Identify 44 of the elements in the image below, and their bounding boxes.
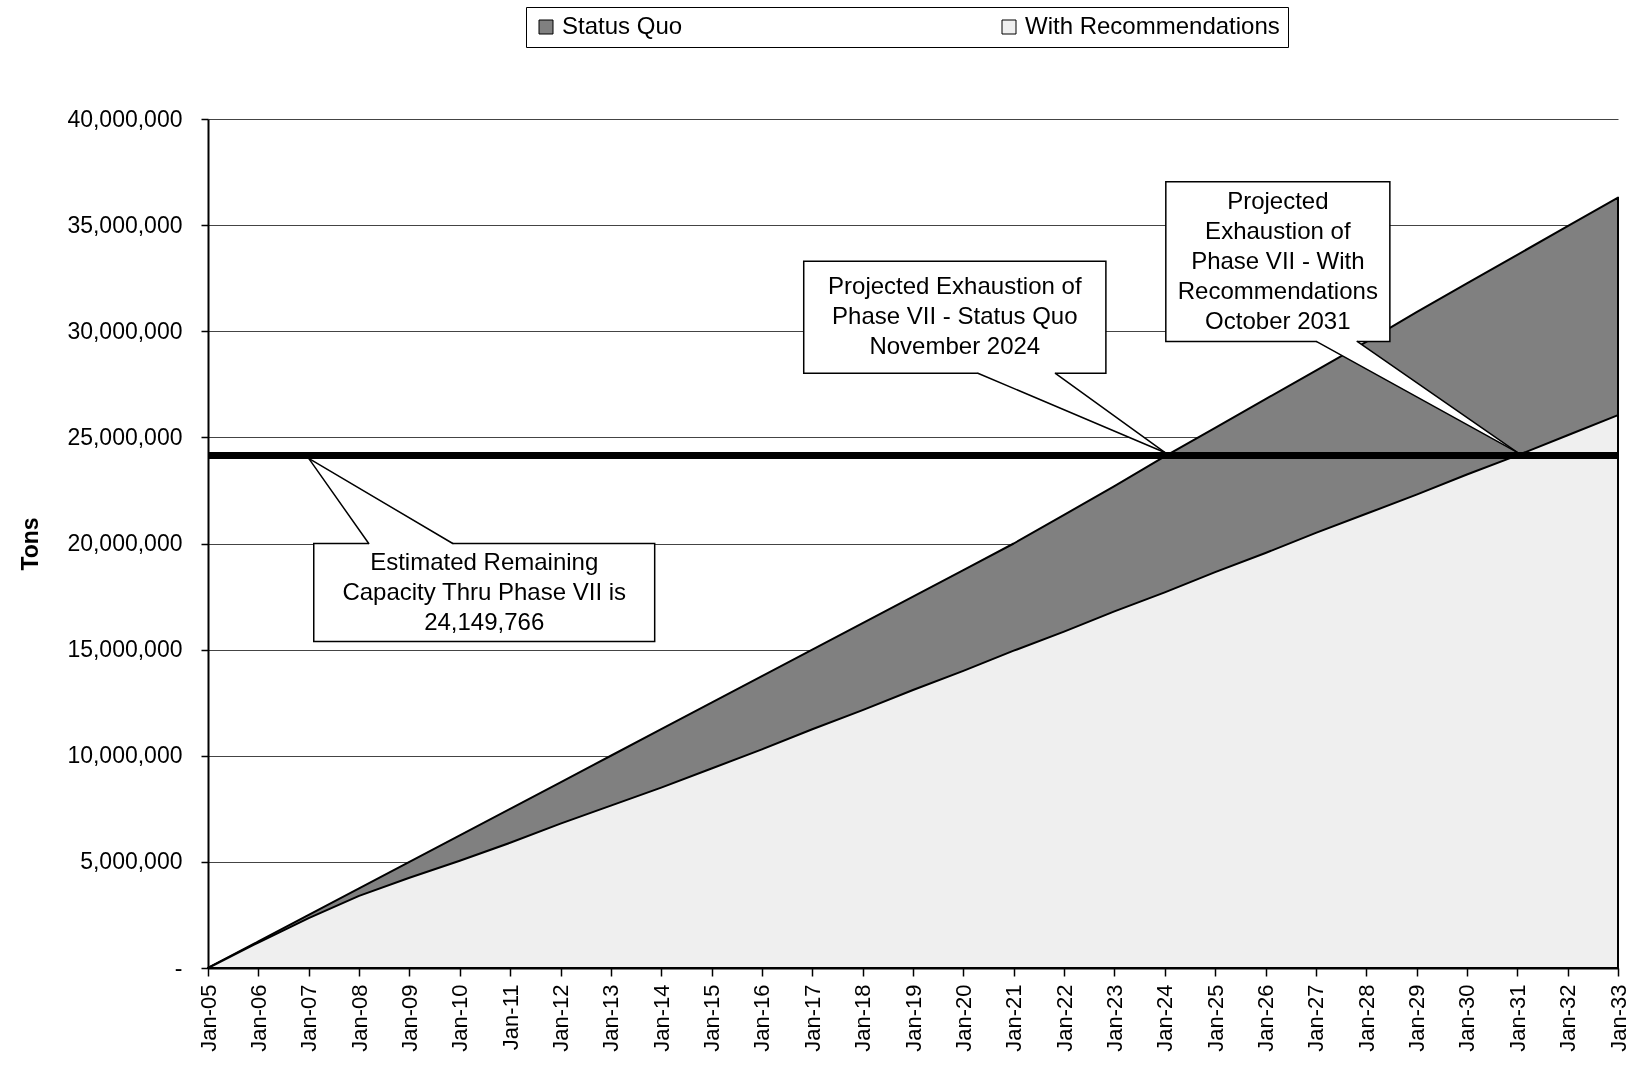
x-tick-label: Jan-12	[548, 984, 573, 1052]
x-tick-label: Jan-31	[1504, 984, 1530, 1052]
x-tick-label: Jan-16	[749, 984, 775, 1052]
x-tick-label: Jan-15	[699, 984, 725, 1052]
legend-label: With Recommendations	[1025, 12, 1280, 39]
x-tick-label: Jan-08	[346, 984, 372, 1052]
x-tick-label: Jan-17	[799, 984, 825, 1052]
y-tick-label: 10,000,000	[67, 742, 183, 769]
x-tick-label: Jan-20	[950, 984, 976, 1052]
x-tick-label: Jan-18	[850, 984, 876, 1052]
x-tick-label: Jan-26	[1253, 984, 1278, 1052]
legend-label: Status Quo	[562, 12, 683, 39]
annotation: Projected Exhaustion of Phase VII - Status Quo November 2024	[828, 272, 1082, 360]
x-tick-label: Jan-07	[296, 984, 322, 1052]
x-tick-label: Jan-25	[1202, 984, 1228, 1052]
x-tick-label: Jan-24	[1152, 984, 1178, 1052]
y-tick-label: 20,000,000	[67, 530, 183, 556]
x-tick-label: Jan-22	[1051, 984, 1077, 1052]
x-tick-label: Jan-29	[1404, 984, 1430, 1052]
y-axis-title: Tons	[17, 517, 44, 571]
y-tick-label: 5,000,000	[80, 848, 183, 875]
x-tick-label: Jan-33	[1605, 984, 1631, 1052]
y-tick-label: 15,000,000	[67, 636, 183, 663]
x-tick-label: Jan-10	[447, 984, 473, 1052]
x-tick-label: Jan-27	[1303, 984, 1329, 1052]
x-tick-label: Jan-11	[497, 984, 523, 1051]
x-tick-label: Jan-21	[1001, 984, 1027, 1052]
x-tick-label: Jan-28	[1353, 984, 1379, 1052]
x-tick-label: Jan-14	[648, 984, 674, 1052]
y-tick-label: 25,000,000	[67, 423, 183, 450]
x-tick-label: Jan-09	[396, 984, 422, 1052]
x-tick-label: Jan-05	[195, 984, 221, 1052]
x-tick-label: Jan-19	[900, 984, 926, 1052]
x-tick-label: Jan-06	[245, 984, 271, 1052]
annotation: Estimated Remaining Capacity Thru Phase VII is 24,149,766	[342, 547, 627, 635]
x-tick-label: Jan-32	[1555, 984, 1581, 1052]
y-tick-label: -	[174, 954, 183, 981]
y-tick-label: 30,000,000	[67, 317, 183, 344]
y-tick-label: 35,000,000	[67, 211, 183, 238]
x-tick-label: Jan-13	[598, 984, 624, 1052]
x-tick-label: Jan-30	[1454, 984, 1480, 1052]
y-tick-label: 40,000,000	[67, 105, 183, 132]
x-tick-label: Jan-23	[1101, 984, 1127, 1052]
annotation: Projected Exhaustion of Phase VII - With Recommendations October 2031	[1177, 186, 1378, 334]
